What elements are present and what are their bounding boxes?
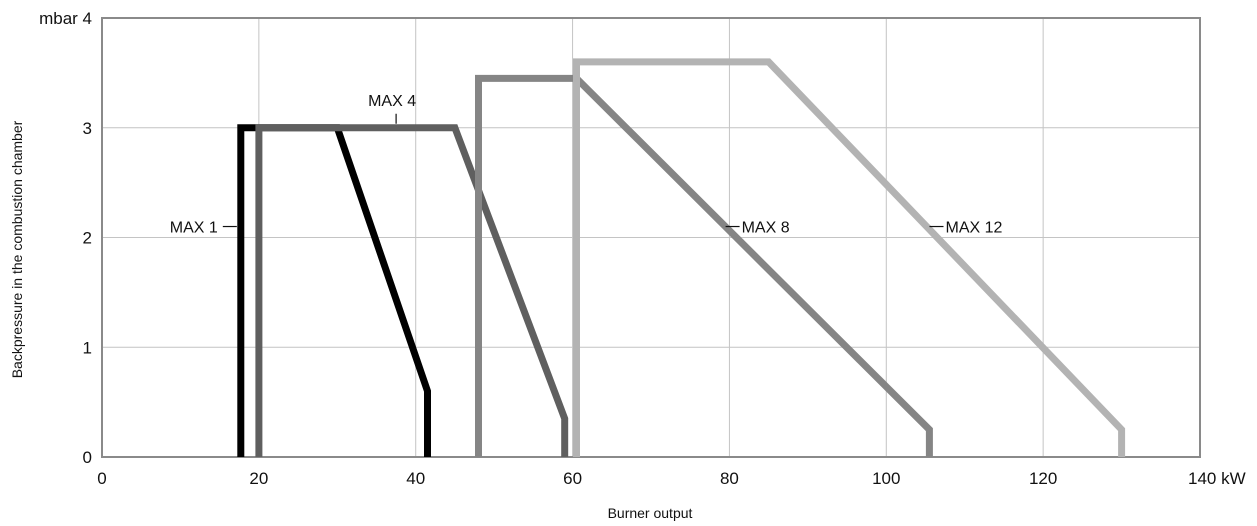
y-axis-title: Backpressure in the combustion chamber <box>9 120 25 378</box>
series-label-text: MAX 4 <box>368 93 416 110</box>
series-line-max-8 <box>475 74 933 457</box>
x-tick-label: 40 <box>406 469 425 488</box>
series-line-max-1 <box>237 124 431 457</box>
y-tick-label: mbar 4 <box>39 9 92 28</box>
series-label-max-12: MAX 12 <box>929 220 1003 237</box>
y-tick-label: 0 <box>83 448 92 467</box>
x-tick-label: 80 <box>720 469 739 488</box>
x-tick-label: 120 <box>1029 469 1057 488</box>
x-tick-label: 60 <box>563 469 582 488</box>
y-tick-label: 3 <box>83 119 92 138</box>
series-label-text: MAX 12 <box>946 220 1003 237</box>
x-tick-label: 100 <box>872 469 900 488</box>
grid <box>102 18 1200 457</box>
plot-frame <box>101 17 1201 458</box>
x-tick-label: 140 kW <box>1188 469 1246 488</box>
series-label-text: MAX 8 <box>742 220 790 237</box>
y-tick-label: 2 <box>83 229 92 248</box>
x-axis-title: Burner output <box>608 505 693 521</box>
series-label-max-1: MAX 1 <box>170 220 237 237</box>
x-tick-labels: 0 20 40 60 80 100 120 140 kW <box>97 469 1245 488</box>
annotation-layer: MAX 1 MAX 4 MAX 8 MAX 12 <box>170 93 1003 237</box>
series-line-max-4 <box>255 124 569 457</box>
x-tick-label: 0 <box>97 469 106 488</box>
series-line-max-12 <box>573 58 1126 457</box>
y-tick-labels: 0 1 2 3 mbar 4 <box>39 9 92 467</box>
y-tick-label: 1 <box>83 338 92 357</box>
series-label-max-8: MAX 8 <box>725 220 790 237</box>
series-label-max-4: MAX 4 <box>368 93 416 124</box>
series-label-text: MAX 1 <box>170 220 218 237</box>
series-layer <box>237 58 1126 457</box>
x-tick-label: 20 <box>249 469 268 488</box>
